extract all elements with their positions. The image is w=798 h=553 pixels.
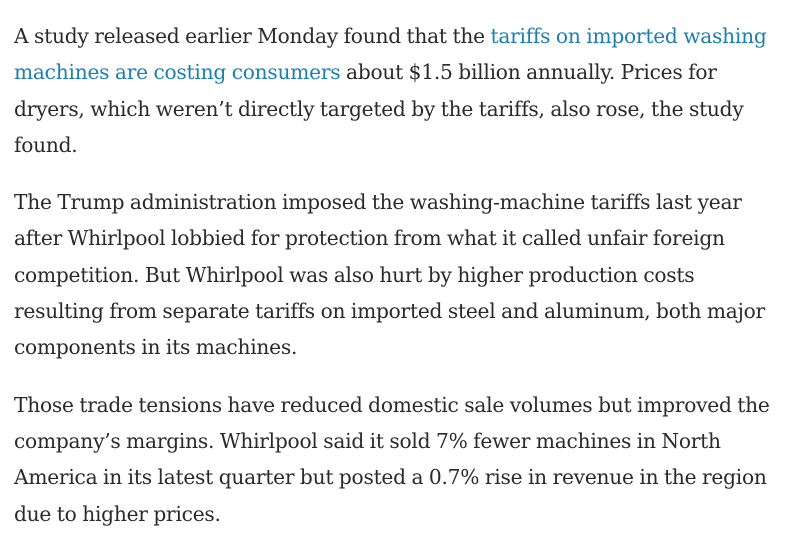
paragraph-trump-line-2: after Whirlpool lobbied for protection f…	[14, 226, 725, 251]
paragraph-trump-administration: The Trump administration imposed the was…	[14, 184, 790, 365]
paragraph-trump-line-3: competition. But Whirlpool was also hurt…	[14, 262, 695, 287]
paragraph-trump-line-1: The Trump administration imposed the was…	[14, 190, 742, 215]
paragraph-study-line-1: A study released earlier Monday found th…	[14, 18, 790, 54]
paragraph-trade-line-4: due to higher prices.	[14, 501, 221, 526]
paragraph-trade-line-3: America in its latest quarter but posted…	[14, 465, 767, 490]
article-body: A study released earlier Monday found th…	[14, 18, 790, 553]
paragraph-trump-line-4: resulting from separate tariffs on impor…	[14, 299, 765, 324]
paragraph-study-line-3: dryers, which weren’t directly targeted …	[14, 96, 744, 121]
paragraph-trade-tensions: Those trade tensions have reduced domest…	[14, 387, 790, 532]
paragraph-trump-line-5: components in its machines.	[14, 335, 298, 360]
paragraph-study-line-2: machines are costing consumers about $1.…	[14, 60, 717, 85]
paragraph-study-line-4: found.	[14, 132, 78, 157]
paragraph-trade-line-2: company’s margins. Whirlpool said it sol…	[14, 428, 721, 453]
tariffs-study-link-part-1[interactable]: tariffs on imported washing	[490, 24, 767, 48]
paragraph-study: A study released earlier Monday found th…	[14, 18, 790, 163]
tariffs-study-link-part-2[interactable]: machines are costing consumers	[14, 60, 341, 85]
paragraph-trade-line-1: Those trade tensions have reduced domest…	[14, 392, 770, 417]
paragraph-study-lead: A study released earlier Monday found th…	[14, 24, 491, 48]
